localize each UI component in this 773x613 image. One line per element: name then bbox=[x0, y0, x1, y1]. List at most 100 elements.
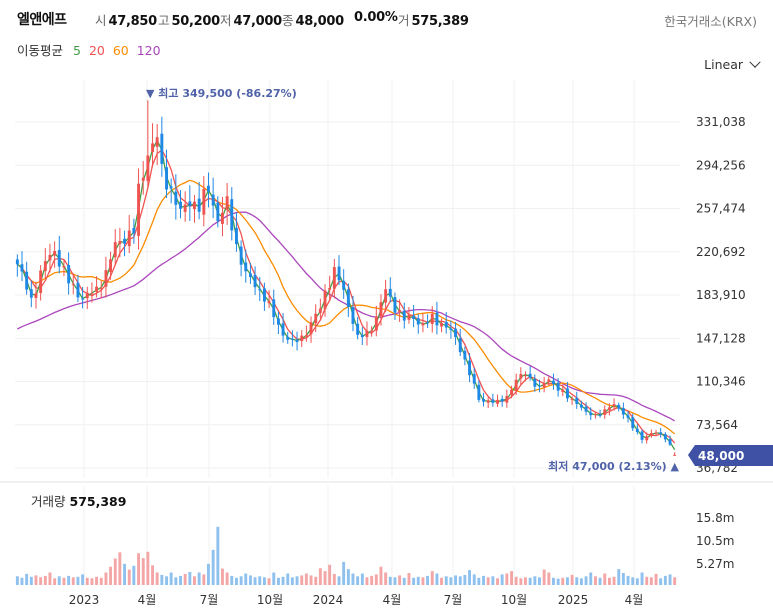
volume-bar bbox=[524, 577, 527, 585]
volume-bar bbox=[435, 573, 439, 585]
candle-body bbox=[416, 318, 420, 325]
volume-bar bbox=[295, 576, 299, 585]
ma5-legend: 5 bbox=[73, 43, 81, 58]
volume-bar bbox=[183, 573, 187, 585]
y-tick-label: 110,346 bbox=[696, 375, 746, 389]
volume-bar bbox=[379, 566, 383, 585]
volume-bar bbox=[258, 576, 262, 585]
ma120-legend: 120 bbox=[136, 43, 161, 58]
volume-bar bbox=[197, 572, 201, 585]
volume-bar bbox=[426, 575, 429, 585]
candle-body bbox=[342, 280, 346, 290]
low-annotation: 최저 47,000 (2.13%) ▲ bbox=[548, 459, 679, 473]
volume-bar bbox=[76, 576, 80, 585]
candle-body bbox=[169, 186, 173, 189]
candle-body bbox=[318, 308, 322, 313]
candle-body bbox=[603, 409, 607, 415]
volume-grid-lines bbox=[83, 486, 635, 586]
candle-body bbox=[402, 310, 406, 321]
volume-bar bbox=[71, 577, 75, 585]
volume-bar bbox=[365, 577, 369, 585]
volume-bar bbox=[468, 570, 471, 585]
volume-bar bbox=[654, 573, 658, 585]
open-quote: 시 47,850 bbox=[95, 13, 157, 29]
volume-bar bbox=[113, 558, 117, 585]
candle-body bbox=[57, 250, 61, 267]
candle-body bbox=[20, 264, 24, 272]
y-tick-label: 183,910 bbox=[696, 288, 746, 302]
volume-bar bbox=[57, 576, 61, 585]
volume-bar bbox=[547, 572, 551, 585]
volume-bar bbox=[482, 575, 485, 585]
y-tick-label: 73,564 bbox=[696, 418, 738, 432]
candle-body bbox=[444, 321, 448, 328]
candle-body bbox=[286, 336, 290, 340]
candle-body bbox=[454, 328, 457, 337]
candle-body bbox=[547, 379, 551, 383]
candle-body bbox=[486, 400, 490, 403]
ma60-path bbox=[16, 179, 676, 435]
volume-bar bbox=[603, 573, 607, 585]
candle-body bbox=[263, 288, 266, 302]
volume-tick-label: 5.27m bbox=[696, 557, 734, 571]
volume-bar bbox=[267, 578, 271, 585]
volume-bar bbox=[137, 553, 140, 585]
candle-body bbox=[109, 259, 112, 272]
high-quote: 고 50,200 bbox=[158, 13, 220, 29]
volume-axis-labels: 15.8m 10.5m 5.27m bbox=[696, 511, 734, 571]
candle-body bbox=[663, 434, 667, 440]
candle-body bbox=[309, 322, 313, 335]
candle-body bbox=[295, 339, 299, 343]
volume-bars bbox=[15, 526, 677, 585]
volume-bar bbox=[263, 577, 266, 585]
volume-bar bbox=[286, 573, 290, 585]
volume-bar bbox=[500, 574, 504, 585]
volume-bar bbox=[141, 558, 145, 585]
volume-bar bbox=[663, 575, 667, 585]
candle-body bbox=[332, 267, 336, 289]
volume-bar bbox=[342, 561, 346, 585]
candle-body bbox=[211, 194, 215, 206]
candle-body bbox=[542, 383, 546, 388]
volume-bar bbox=[393, 577, 397, 585]
volume-bar bbox=[519, 578, 523, 585]
volume-bar bbox=[211, 549, 215, 585]
candle-body bbox=[360, 335, 364, 338]
candle-body bbox=[388, 288, 392, 297]
volume-bar bbox=[351, 573, 355, 585]
candle-body bbox=[449, 328, 453, 330]
candle-body bbox=[365, 330, 369, 338]
close-quote: 종 48,000 bbox=[282, 13, 344, 29]
candle-body bbox=[673, 454, 677, 456]
exchange-label: 한국거래소(KRX) bbox=[664, 14, 757, 29]
candle-body bbox=[104, 270, 108, 287]
candle-body bbox=[95, 286, 98, 292]
candle-body bbox=[617, 404, 621, 409]
x-tick-label: 2023 bbox=[69, 593, 100, 607]
volume-bar bbox=[552, 577, 555, 585]
candle-body bbox=[132, 228, 136, 234]
volume-bar bbox=[538, 577, 541, 585]
candle-body bbox=[300, 335, 304, 342]
volume-bar bbox=[542, 569, 546, 585]
candle-body bbox=[328, 288, 332, 290]
ma120-path bbox=[17, 211, 676, 422]
candle-body bbox=[412, 315, 416, 319]
candle-body bbox=[239, 246, 243, 265]
candles bbox=[15, 100, 677, 456]
volume-bar bbox=[570, 574, 574, 585]
volume-bar bbox=[617, 569, 621, 585]
volume-bar bbox=[225, 572, 229, 585]
candle-body bbox=[76, 282, 80, 298]
volume-bar bbox=[244, 573, 248, 585]
volume-bar bbox=[407, 573, 411, 585]
candle-body bbox=[235, 227, 238, 245]
candle-body bbox=[216, 202, 220, 222]
volume-bar bbox=[631, 577, 635, 585]
scale-dropdown[interactable]: Linear bbox=[704, 56, 761, 72]
volume-bar bbox=[188, 572, 192, 585]
volume-bar bbox=[123, 563, 126, 585]
volume-bar bbox=[430, 571, 434, 585]
ma20-path bbox=[16, 149, 676, 444]
volume-bar bbox=[673, 577, 677, 585]
